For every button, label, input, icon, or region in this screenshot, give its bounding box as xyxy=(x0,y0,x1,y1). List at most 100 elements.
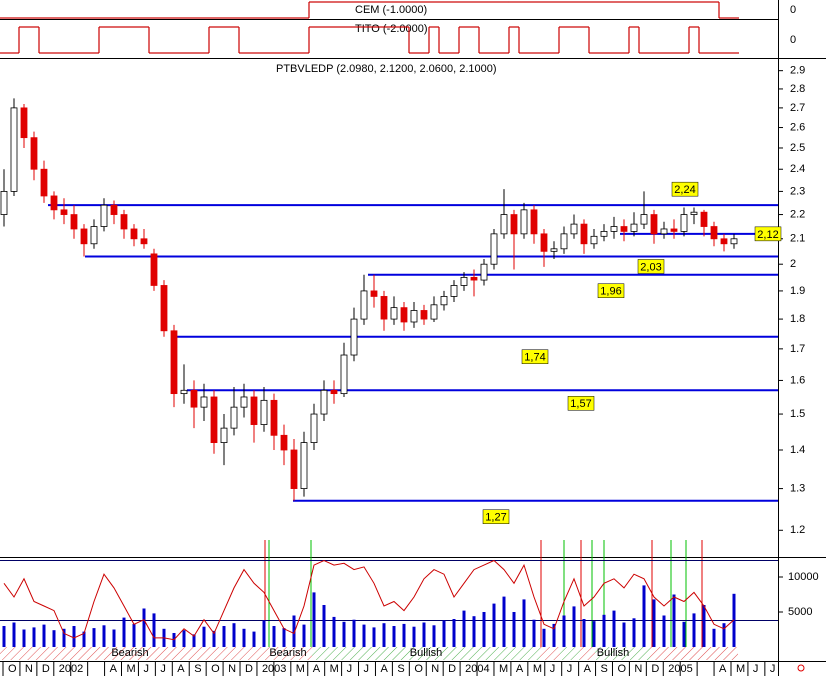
candle-body xyxy=(720,238,728,245)
volume-bar xyxy=(662,615,666,647)
x-tick-label: A xyxy=(380,663,388,675)
volume-bar xyxy=(192,634,196,647)
volume-bar xyxy=(232,623,236,647)
volume-bar xyxy=(542,628,546,647)
x-tick-label: O xyxy=(414,663,423,675)
candle-body xyxy=(730,238,738,245)
volume-bar xyxy=(702,605,706,647)
volume-bar xyxy=(692,613,696,647)
volume-bar xyxy=(372,627,376,647)
y-tick-label: 1.9 xyxy=(790,285,805,297)
x-tick-label: J xyxy=(160,663,166,675)
level-label: 2,24 xyxy=(674,184,695,196)
volume-bar xyxy=(262,620,266,647)
level-label-box xyxy=(567,396,595,411)
volume-bar xyxy=(312,592,316,647)
regime-label: Bearish xyxy=(269,647,306,659)
x-tick-label: J xyxy=(770,663,776,675)
candle-body xyxy=(240,396,248,408)
volume-bar xyxy=(442,620,446,647)
volume-bar xyxy=(652,599,656,647)
volume-bar xyxy=(252,631,256,647)
regime-label: Bearish xyxy=(111,647,148,659)
candle-body xyxy=(350,318,358,356)
candle-body xyxy=(590,235,598,245)
volume-bar xyxy=(672,594,676,647)
candle-body xyxy=(460,276,468,286)
x-tick-label: N xyxy=(634,663,642,675)
x-tick-label: D xyxy=(245,663,253,675)
candle-body xyxy=(490,233,498,265)
volume-bar xyxy=(52,630,56,647)
volume-bar xyxy=(532,619,536,647)
cem-title: CEM (-1.0000) xyxy=(355,4,427,16)
candle-body xyxy=(680,214,688,232)
volume-bar xyxy=(92,628,96,647)
x-tick-label: A xyxy=(516,663,524,675)
candle-body xyxy=(100,204,108,227)
candle-body xyxy=(30,137,38,170)
x-tick-label: S xyxy=(601,663,608,675)
volume-bar xyxy=(222,626,226,647)
candle-body xyxy=(80,228,88,245)
x-tick-label: A xyxy=(313,663,321,675)
candle-body xyxy=(670,228,678,232)
level-label-box xyxy=(754,226,782,242)
candle-body xyxy=(610,226,618,232)
y-tick-label: 5000 xyxy=(788,606,812,618)
volume-bar xyxy=(352,619,356,647)
candle-body xyxy=(390,307,398,320)
x-tick-label: A xyxy=(719,663,727,675)
oscillator-line xyxy=(3,559,735,641)
candle-body xyxy=(560,233,568,250)
volume-bar xyxy=(722,623,726,647)
volume-bar xyxy=(302,624,306,647)
volume-bar xyxy=(462,610,466,647)
volume-bar xyxy=(452,619,456,647)
candle-body xyxy=(130,228,138,240)
volume-bar xyxy=(502,596,506,647)
volume-bar xyxy=(622,622,626,647)
y-tick-label: 1.6 xyxy=(790,374,805,386)
candle-body xyxy=(250,396,258,425)
level-label-box xyxy=(597,283,625,298)
x-tick-label: M xyxy=(296,663,305,675)
volume-bar xyxy=(152,613,156,647)
candle-body xyxy=(50,195,58,211)
candle-body xyxy=(160,285,168,332)
volume-bar xyxy=(242,628,246,647)
volume-bar xyxy=(362,624,366,647)
volume-bar xyxy=(522,599,526,647)
x-tick-label: N xyxy=(228,663,236,675)
y-tick-label: 2.3 xyxy=(790,185,805,197)
volume-bar xyxy=(512,612,516,647)
candle-body xyxy=(470,276,478,281)
candle-body xyxy=(280,434,288,451)
volume-bar xyxy=(492,603,496,647)
candle-body xyxy=(600,231,608,237)
y-tick-label: 2.8 xyxy=(790,83,805,95)
candle-body xyxy=(10,107,18,192)
candle-body xyxy=(40,168,48,197)
regime-label: Bullish xyxy=(410,647,442,659)
level-label: 1,74 xyxy=(524,352,545,364)
candle-body xyxy=(220,427,228,444)
volume-bar xyxy=(212,630,216,647)
x-tick-label: O xyxy=(211,663,220,675)
x-tick-label: J xyxy=(347,663,353,675)
candle-body xyxy=(530,209,538,235)
candle-body xyxy=(370,290,378,297)
volume-bar xyxy=(642,585,646,647)
volume-bar xyxy=(382,623,386,647)
candle-body xyxy=(430,304,438,320)
x-tick-label: S xyxy=(397,663,404,675)
volume-bar xyxy=(332,616,336,647)
alert-icon xyxy=(797,664,805,672)
y-tick-label: 2.2 xyxy=(790,208,805,220)
volume-bar xyxy=(682,621,686,647)
candle-body xyxy=(330,389,338,395)
y-tick-label: 1.3 xyxy=(790,482,805,494)
candle-body xyxy=(190,389,198,408)
tito-tick: 0 xyxy=(790,34,796,46)
candle-body xyxy=(20,107,28,139)
